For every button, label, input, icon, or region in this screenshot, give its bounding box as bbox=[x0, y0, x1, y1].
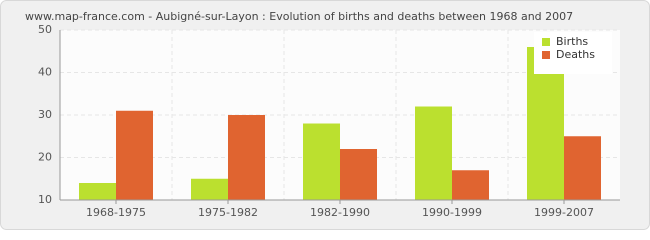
x-tick-label: 1990-1999 bbox=[422, 206, 482, 219]
legend-label: Births bbox=[556, 35, 588, 48]
legend-swatch bbox=[542, 38, 550, 46]
legend-label: Deaths bbox=[556, 48, 595, 61]
bar bbox=[303, 123, 340, 200]
bar bbox=[191, 178, 228, 200]
bar bbox=[79, 183, 116, 200]
x-tick-label: 1999-2007 bbox=[534, 206, 594, 219]
x-tick-label: 1982-1990 bbox=[310, 206, 370, 219]
bar bbox=[340, 149, 377, 200]
bar bbox=[415, 106, 452, 200]
bar bbox=[564, 136, 601, 200]
bar bbox=[116, 110, 153, 200]
y-tick-label: 10 bbox=[38, 193, 52, 206]
y-tick-label: 50 bbox=[38, 23, 52, 36]
legend-swatch bbox=[542, 51, 550, 59]
x-tick-label: 1968-1975 bbox=[86, 206, 146, 219]
y-tick-label: 30 bbox=[38, 108, 52, 121]
bar bbox=[228, 115, 265, 200]
chart-title: www.map-france.com - Aubigné-sur-Layon :… bbox=[25, 10, 573, 23]
y-tick-label: 40 bbox=[38, 66, 52, 79]
x-tick-label: 1975-1982 bbox=[198, 206, 258, 219]
y-tick-label: 20 bbox=[38, 151, 52, 164]
chart: www.map-france.com - Aubigné-sur-Layon :… bbox=[0, 0, 650, 230]
bar bbox=[452, 170, 489, 200]
